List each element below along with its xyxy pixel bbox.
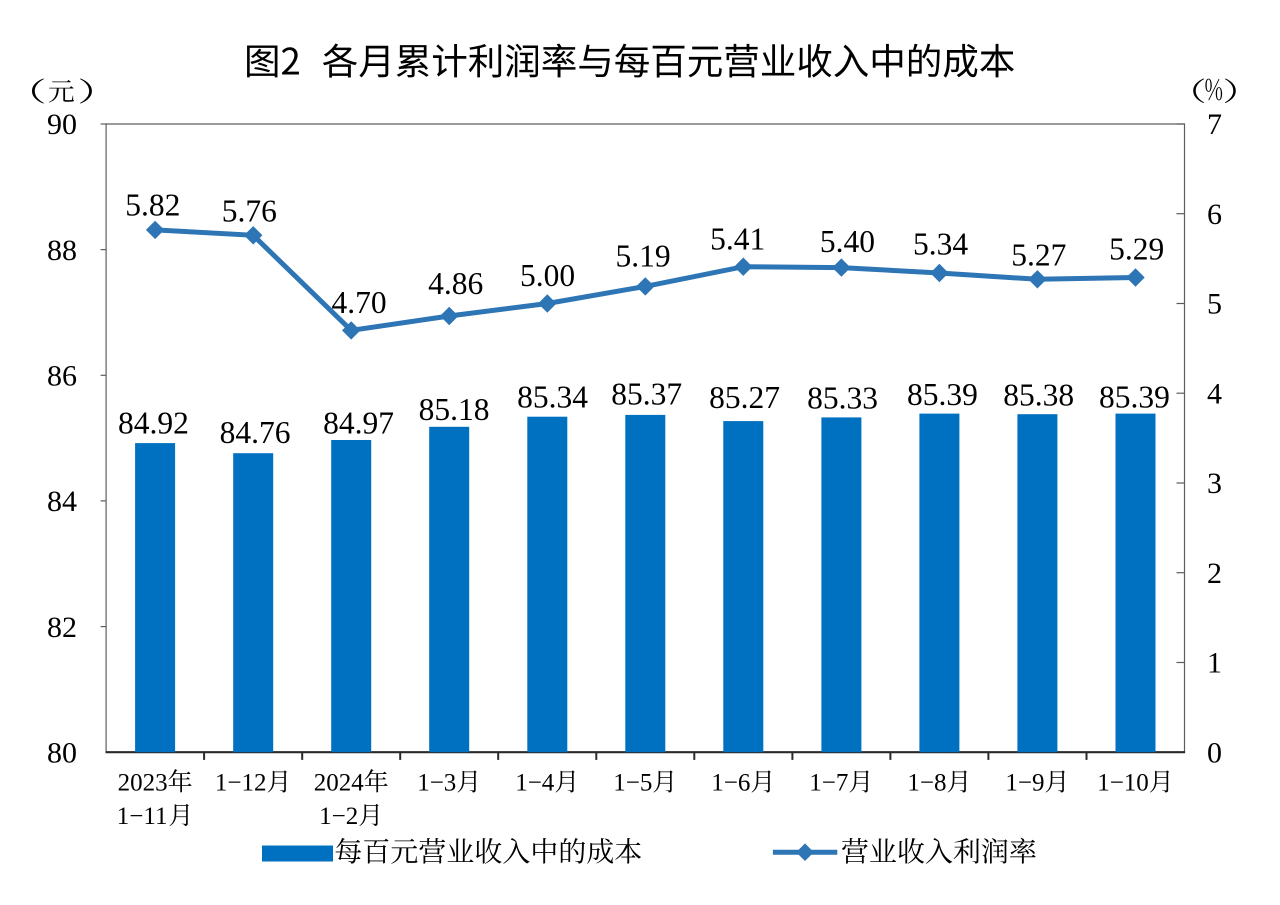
svg-text:84.76: 84.76 <box>220 415 291 450</box>
svg-text:80: 80 <box>47 736 77 769</box>
svg-text:5.00: 5.00 <box>520 258 575 293</box>
svg-text:82: 82 <box>47 611 77 644</box>
svg-text:88: 88 <box>47 234 77 267</box>
svg-text:5.27: 5.27 <box>1011 238 1066 273</box>
svg-text:85.39: 85.39 <box>907 377 978 412</box>
svg-text:1−2: 1−2 <box>319 803 358 830</box>
svg-text:84.92: 84.92 <box>118 405 189 440</box>
svg-text:4.86: 4.86 <box>428 266 483 301</box>
svg-text:6: 6 <box>1207 198 1222 231</box>
svg-text:1−11: 1−11 <box>117 803 168 830</box>
svg-text:5.29: 5.29 <box>1109 231 1164 266</box>
svg-text:1−7: 1−7 <box>809 770 848 797</box>
svg-text:85.39: 85.39 <box>1099 379 1170 414</box>
svg-text:86: 86 <box>47 360 77 393</box>
svg-text:2: 2 <box>1207 557 1222 590</box>
svg-text:5.76: 5.76 <box>222 194 277 229</box>
svg-text:85.33: 85.33 <box>807 380 878 415</box>
svg-text:5.34: 5.34 <box>913 227 968 262</box>
svg-text:5.19: 5.19 <box>615 238 670 273</box>
svg-text:1−8: 1−8 <box>907 770 946 797</box>
svg-text:5.41: 5.41 <box>710 221 765 256</box>
svg-text:7: 7 <box>1207 108 1222 141</box>
svg-text:85.38: 85.38 <box>1003 378 1074 413</box>
svg-text:85.34: 85.34 <box>517 379 588 414</box>
svg-text:1−9: 1−9 <box>1005 770 1044 797</box>
svg-text:1−10: 1−10 <box>1097 770 1149 797</box>
svg-text:5: 5 <box>1207 288 1222 321</box>
svg-text:1−5: 1−5 <box>613 770 652 797</box>
svg-text:4.70: 4.70 <box>332 285 387 320</box>
svg-text:5.82: 5.82 <box>125 188 180 223</box>
svg-text:90: 90 <box>47 108 77 141</box>
svg-text:4: 4 <box>1207 377 1222 410</box>
svg-text:85.27: 85.27 <box>709 380 780 415</box>
svg-text:85.18: 85.18 <box>419 392 490 427</box>
svg-text:84.97: 84.97 <box>323 405 394 440</box>
svg-text:1−6: 1−6 <box>711 770 750 797</box>
svg-text:3: 3 <box>1207 467 1222 500</box>
svg-text:1: 1 <box>1207 647 1222 680</box>
svg-text:1−12: 1−12 <box>215 770 267 797</box>
svg-text:1−3: 1−3 <box>417 770 456 797</box>
svg-text:1−4: 1−4 <box>515 770 555 797</box>
svg-text:85.37: 85.37 <box>611 377 682 412</box>
svg-text:84: 84 <box>47 485 77 518</box>
svg-text:0: 0 <box>1207 736 1222 769</box>
svg-text:2024: 2024 <box>314 770 365 797</box>
svg-text:2023: 2023 <box>118 770 168 797</box>
svg-text:5.40: 5.40 <box>820 224 875 259</box>
